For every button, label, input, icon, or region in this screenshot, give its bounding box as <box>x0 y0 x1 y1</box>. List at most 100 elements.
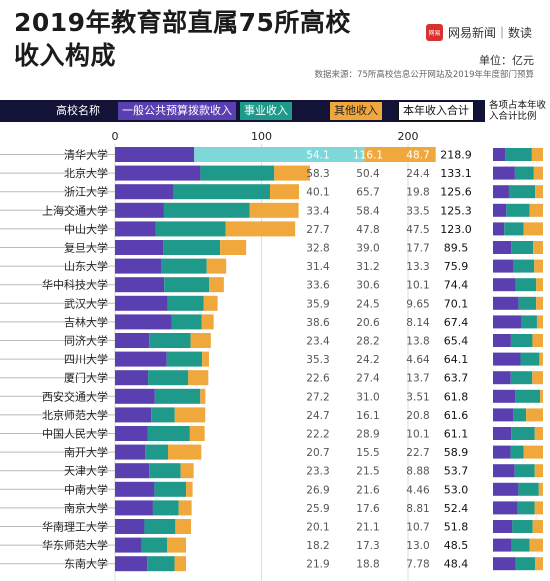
share-gov <box>493 334 511 347</box>
value-biz: 16.1 <box>356 410 379 422</box>
bar-other <box>269 184 300 200</box>
share-biz <box>505 148 532 161</box>
bar-biz <box>163 202 250 218</box>
value-other: 24.4 <box>406 168 430 180</box>
bar-other <box>274 165 310 181</box>
bar-biz <box>154 481 187 497</box>
bar-gov <box>115 388 155 404</box>
value-other: 8.14 <box>406 317 430 329</box>
value-total: 74.4 <box>444 279 469 292</box>
value-total: 218.9 <box>440 149 472 162</box>
value-total: 70.1 <box>444 297 469 310</box>
share-other <box>535 185 543 199</box>
bar-other <box>203 295 218 311</box>
value-total: 125.3 <box>440 204 472 217</box>
value-other: 20.8 <box>406 410 429 422</box>
share-biz <box>514 464 535 478</box>
bar-gov <box>115 165 201 181</box>
bar-gov <box>115 426 148 441</box>
value-other: 13.0 <box>406 540 429 552</box>
share-other <box>536 315 543 329</box>
share-biz <box>518 296 537 310</box>
bar-gov <box>115 221 156 237</box>
category-label: 北京大学 <box>64 166 108 180</box>
share-gov <box>493 278 516 292</box>
bar-biz <box>173 184 270 200</box>
value-other: 4.64 <box>406 354 430 366</box>
col-header-share: 各项占本年收入合计比例 <box>489 100 547 122</box>
share-other <box>536 278 543 292</box>
category-label: 同济大学 <box>64 334 108 348</box>
share-other <box>532 334 543 347</box>
bar-other <box>202 351 209 367</box>
share-gov <box>493 538 512 552</box>
bar-gov <box>115 202 164 218</box>
bar-gov <box>115 556 148 572</box>
category-label: 山东大学 <box>64 259 108 273</box>
value-biz: 27.4 <box>356 373 380 385</box>
value-other: 8.81 <box>406 503 429 515</box>
value-gov: 38.6 <box>306 317 330 329</box>
bar-biz <box>147 556 175 572</box>
value-other: 3.51 <box>406 391 429 403</box>
share-gov <box>493 445 511 459</box>
share-gov <box>493 482 519 496</box>
share-other <box>532 371 543 385</box>
bar-gov <box>115 258 162 274</box>
bar-other <box>189 426 205 441</box>
x-tick-label: 100 <box>251 130 272 143</box>
bar-other <box>200 388 206 404</box>
bar-gov <box>115 184 174 200</box>
value-other: 33.5 <box>406 205 429 217</box>
value-gov: 35.9 <box>306 298 329 310</box>
share-biz <box>521 315 537 329</box>
bar-biz <box>200 165 275 181</box>
category-label: 南开大学 <box>64 445 108 459</box>
bar-other <box>168 444 202 460</box>
value-other: 10.7 <box>406 522 429 534</box>
value-total: 75.9 <box>444 260 469 273</box>
bar-gov <box>115 314 172 330</box>
value-other: 8.88 <box>406 466 429 478</box>
bar-other <box>209 277 224 293</box>
bar-gov <box>115 444 146 460</box>
share-other <box>529 203 543 217</box>
share-biz <box>515 389 541 403</box>
bar-gov <box>115 463 150 479</box>
bar-other <box>201 314 214 330</box>
value-other: 17.7 <box>406 243 429 255</box>
share-gov <box>493 241 512 254</box>
share-gov <box>493 557 516 571</box>
category-label: 华东师范大学 <box>42 538 108 552</box>
legend-other: 其他收入 <box>330 102 382 120</box>
bar-biz <box>141 537 168 553</box>
value-gov: 58.3 <box>306 168 329 180</box>
bar-biz <box>151 407 175 423</box>
share-gov <box>493 371 511 385</box>
value-total: 67.4 <box>444 316 469 329</box>
share-biz <box>511 427 535 440</box>
value-gov: 23.4 <box>306 336 330 348</box>
category-label: 西安交通大学 <box>42 389 108 403</box>
value-other: 10.1 <box>406 429 429 441</box>
category-label: 东南大学 <box>64 557 108 571</box>
bar-gov <box>115 147 195 162</box>
share-biz <box>510 334 533 347</box>
value-gov: 33.4 <box>306 205 330 217</box>
value-other: 13.8 <box>406 336 429 348</box>
value-gov: 35.3 <box>306 354 329 366</box>
share-biz <box>520 352 540 366</box>
bar-other <box>186 481 193 497</box>
category-label: 四川大学 <box>64 352 108 366</box>
category-label: 南京大学 <box>64 501 108 515</box>
value-total: 53.7 <box>444 465 469 478</box>
share-gov <box>493 203 507 217</box>
value-gov: 33.6 <box>306 280 330 292</box>
share-other <box>526 408 543 422</box>
value-biz: 17.3 <box>356 540 379 552</box>
value-total: 123.0 <box>440 223 472 236</box>
share-other <box>529 538 543 552</box>
value-gov: 27.2 <box>306 391 329 403</box>
share-biz <box>511 241 534 254</box>
bar-biz <box>163 240 221 255</box>
